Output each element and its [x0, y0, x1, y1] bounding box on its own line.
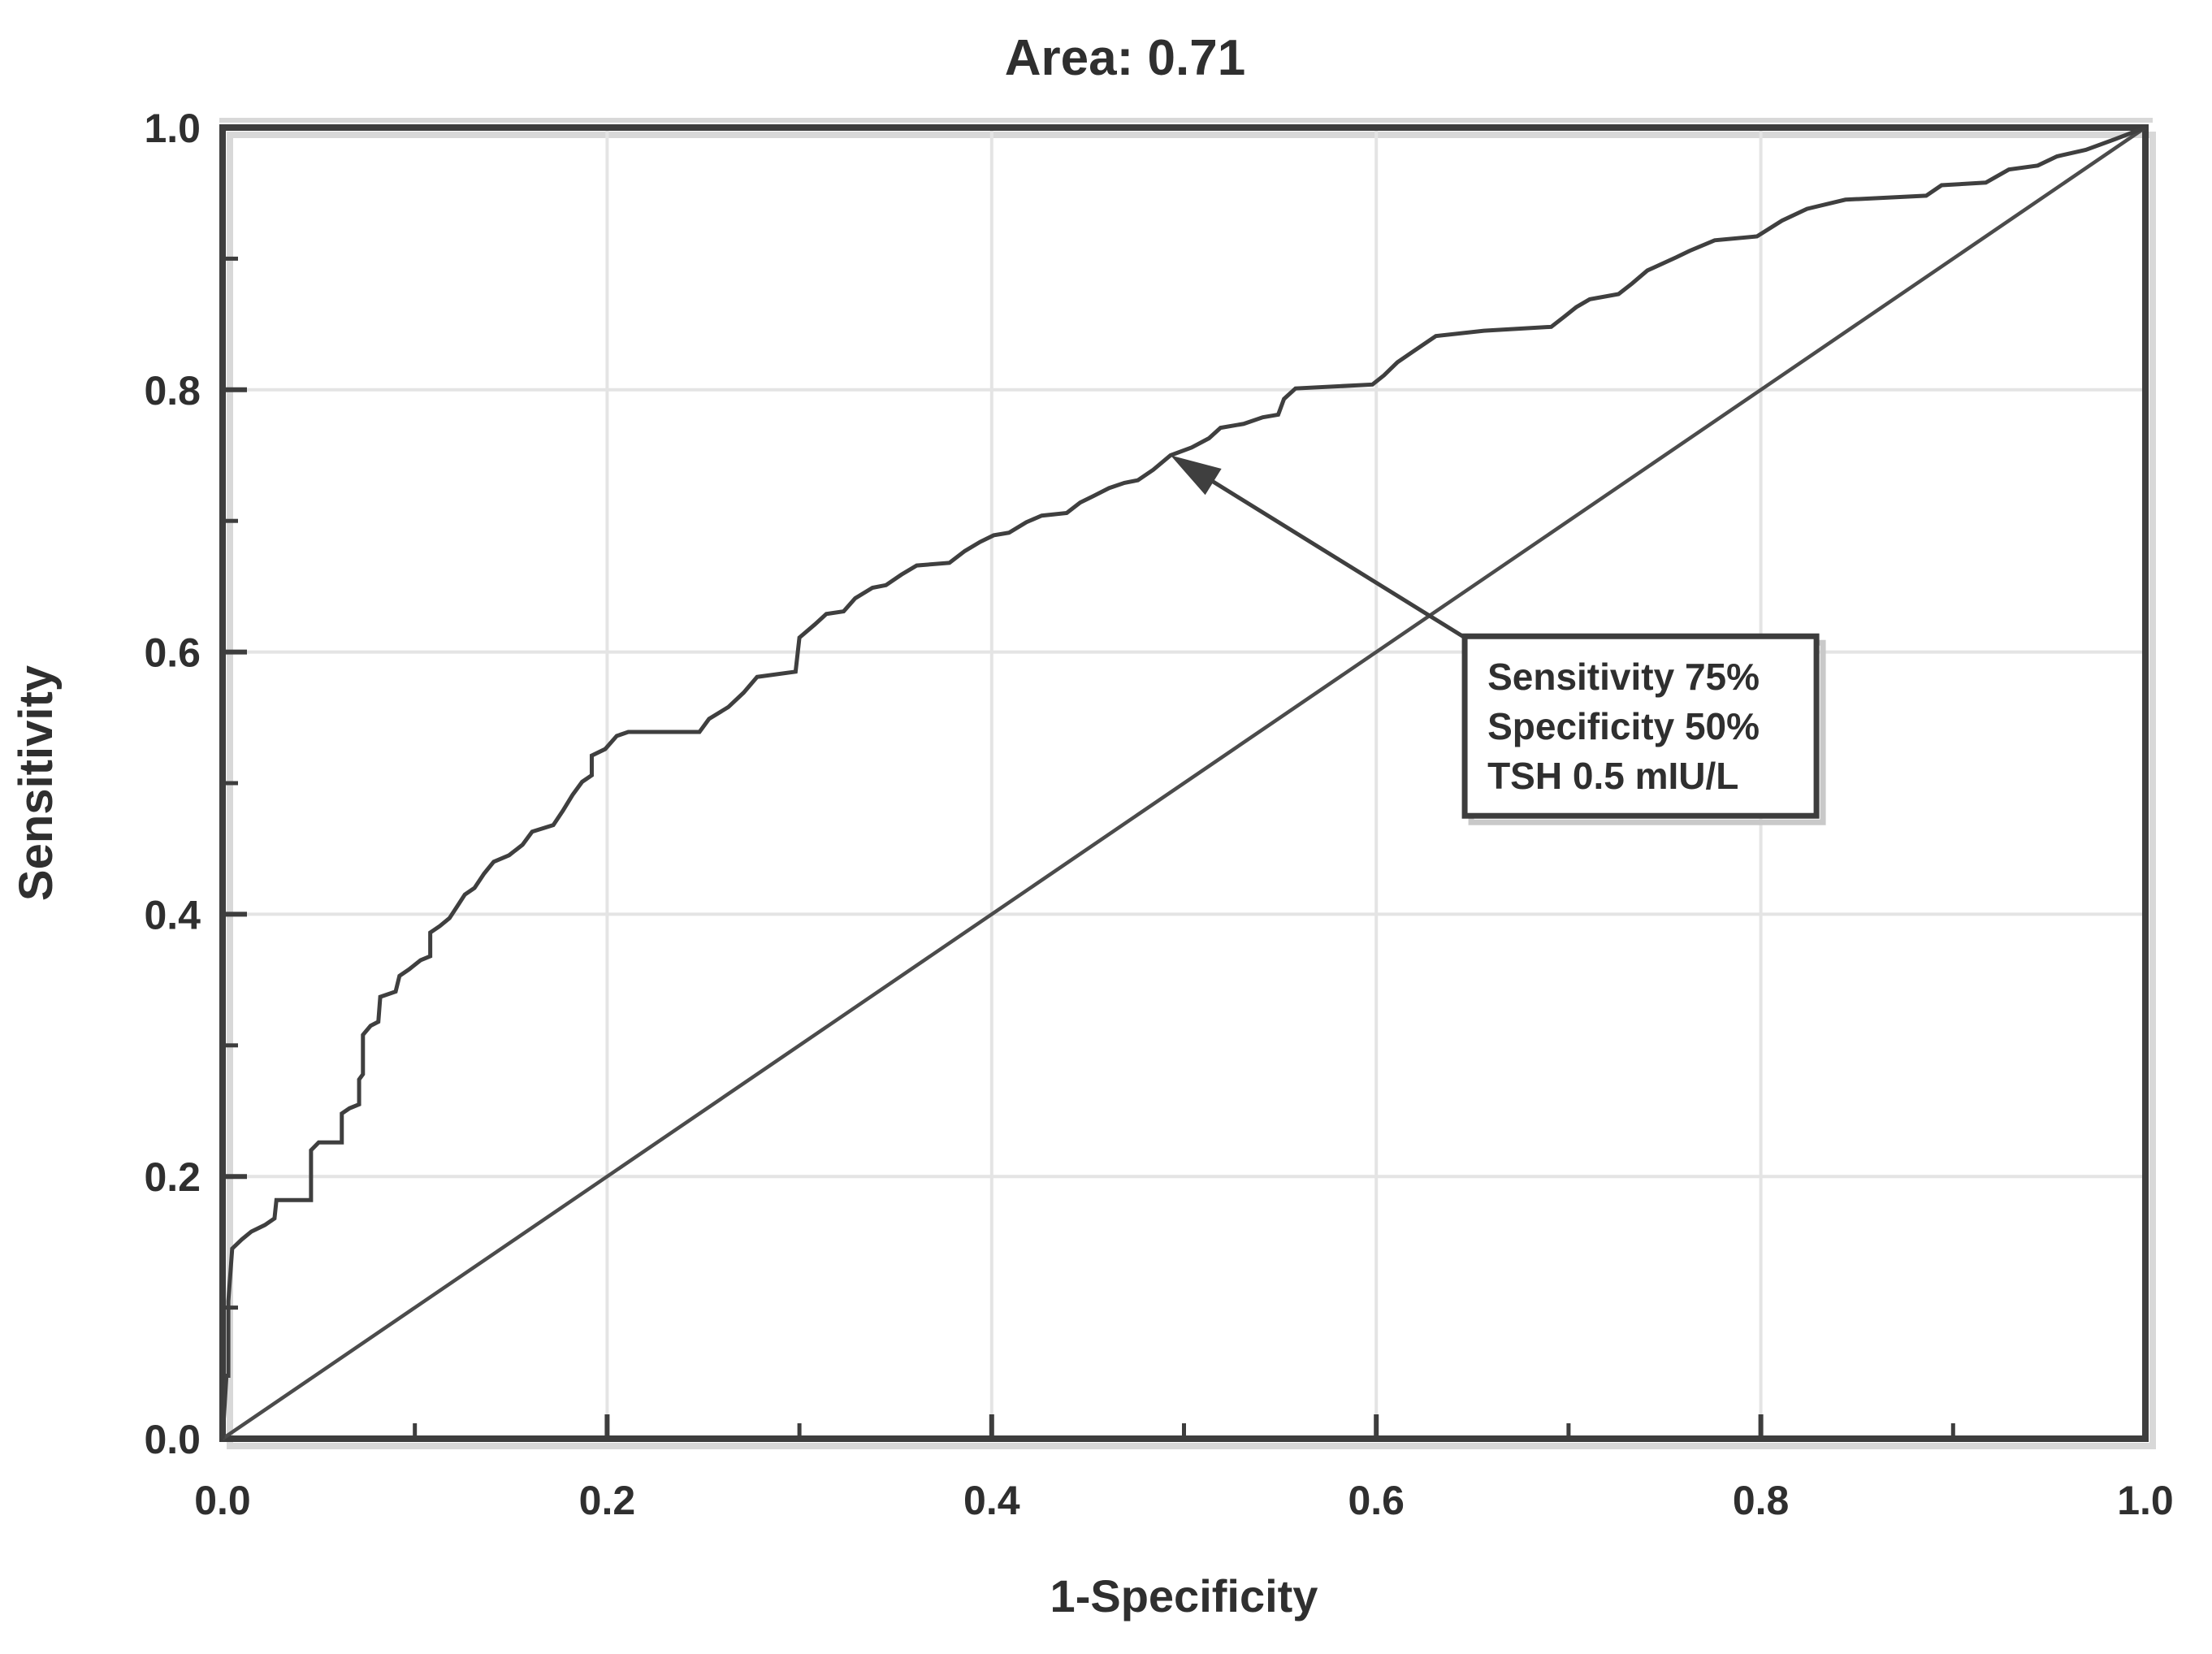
x-tick-label: 0.8: [1733, 1478, 1790, 1523]
annotation-line-sensitivity: Sensitivity 75%: [1487, 656, 1760, 698]
x-tick-label: 0.0: [194, 1478, 251, 1523]
annotation-arrowhead: [1170, 455, 1222, 496]
y-axis-title: Sensitivity: [10, 665, 63, 901]
annotation-box: [1461, 633, 1820, 819]
y-tick-label: 1.0: [144, 106, 201, 151]
x-tick-label: 1.0: [2117, 1478, 2174, 1523]
annotation-callout: Sensitivity 75% Specificity 50% TSH 0.5 …: [1170, 455, 1826, 825]
reference-diagonal-line: [221, 126, 2147, 1440]
series: [220, 125, 2147, 1440]
annotation-arrow-line: [1206, 476, 1470, 642]
frame-shadow-rect: [227, 132, 2156, 1449]
frame-shadow: [219, 118, 2156, 1449]
x-tick-label: 0.2: [579, 1478, 636, 1523]
annotation-line-specificity: Specificity 50%: [1487, 705, 1760, 747]
roc-curve-line: [220, 125, 2146, 1440]
y-tick-label: 0.0: [144, 1417, 201, 1462]
y-tick-label: 0.2: [144, 1154, 201, 1200]
x-tick-label: 0.4: [963, 1478, 1020, 1523]
x-axis-title: 1-Specificity: [1050, 1570, 1318, 1622]
x-tick-label: 0.6: [1348, 1478, 1405, 1523]
annotation-line-tsh-cutoff: TSH 0.5 mIU/L: [1487, 755, 1738, 797]
y-tick-label: 0.6: [144, 630, 201, 676]
plot-frame: [219, 124, 2149, 1442]
axis-labels: Area: 0.71 1-Specificity Sensitivity 0.0…: [10, 30, 2174, 1622]
y-tick-label: 0.8: [144, 368, 201, 414]
y-tick-label: 0.4: [144, 892, 201, 937]
gridlines: [223, 128, 2145, 1439]
chart-title: Area: 0.71: [1005, 30, 1245, 86]
